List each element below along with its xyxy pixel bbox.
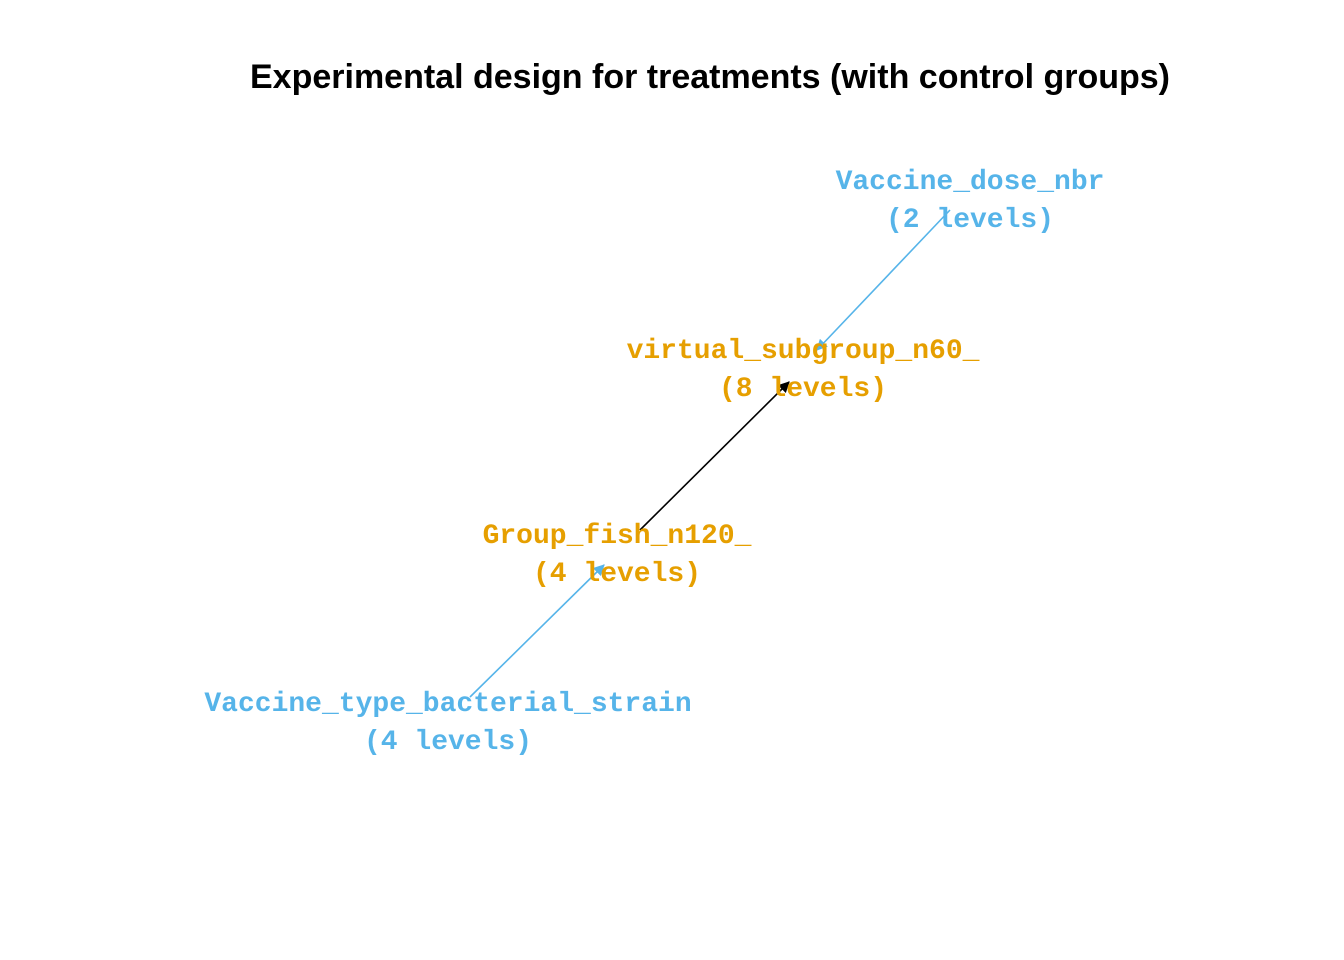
- node-vaccine-dose-name: Vaccine_dose_nbr: [835, 167, 1105, 198]
- node-vaccine-type: Vaccine_type_bacterial_strain (4 levels): [204, 686, 691, 762]
- node-group-fish-levels: (4 levels): [532, 559, 702, 590]
- node-virtual-subgroup-levels: (8 levels): [718, 374, 888, 405]
- node-vaccine-dose-levels: (2 levels): [885, 205, 1055, 236]
- node-vaccine-type-levels: (4 levels): [363, 727, 533, 758]
- node-virtual-subgroup-name: virtual_subgroup_n60_: [626, 336, 980, 367]
- node-virtual-subgroup: virtual_subgroup_n60_ (8 levels): [627, 333, 980, 409]
- node-vaccine-dose: Vaccine_dose_nbr (2 levels): [836, 164, 1105, 240]
- node-group-fish-name: Group_fish_n120_: [482, 521, 752, 552]
- node-group-fish: Group_fish_n120_ (4 levels): [483, 518, 752, 594]
- diagram-title: Experimental design for treatments (with…: [250, 58, 1170, 96]
- edge-vaccine-dose-to-virtual-subgroup: [816, 209, 951, 351]
- edge-vaccine-type-to-group-fish: [469, 564, 605, 698]
- edge-group-fish-to-virtual-subgroup: [639, 381, 790, 531]
- node-vaccine-type-name: Vaccine_type_bacterial_strain: [204, 689, 692, 720]
